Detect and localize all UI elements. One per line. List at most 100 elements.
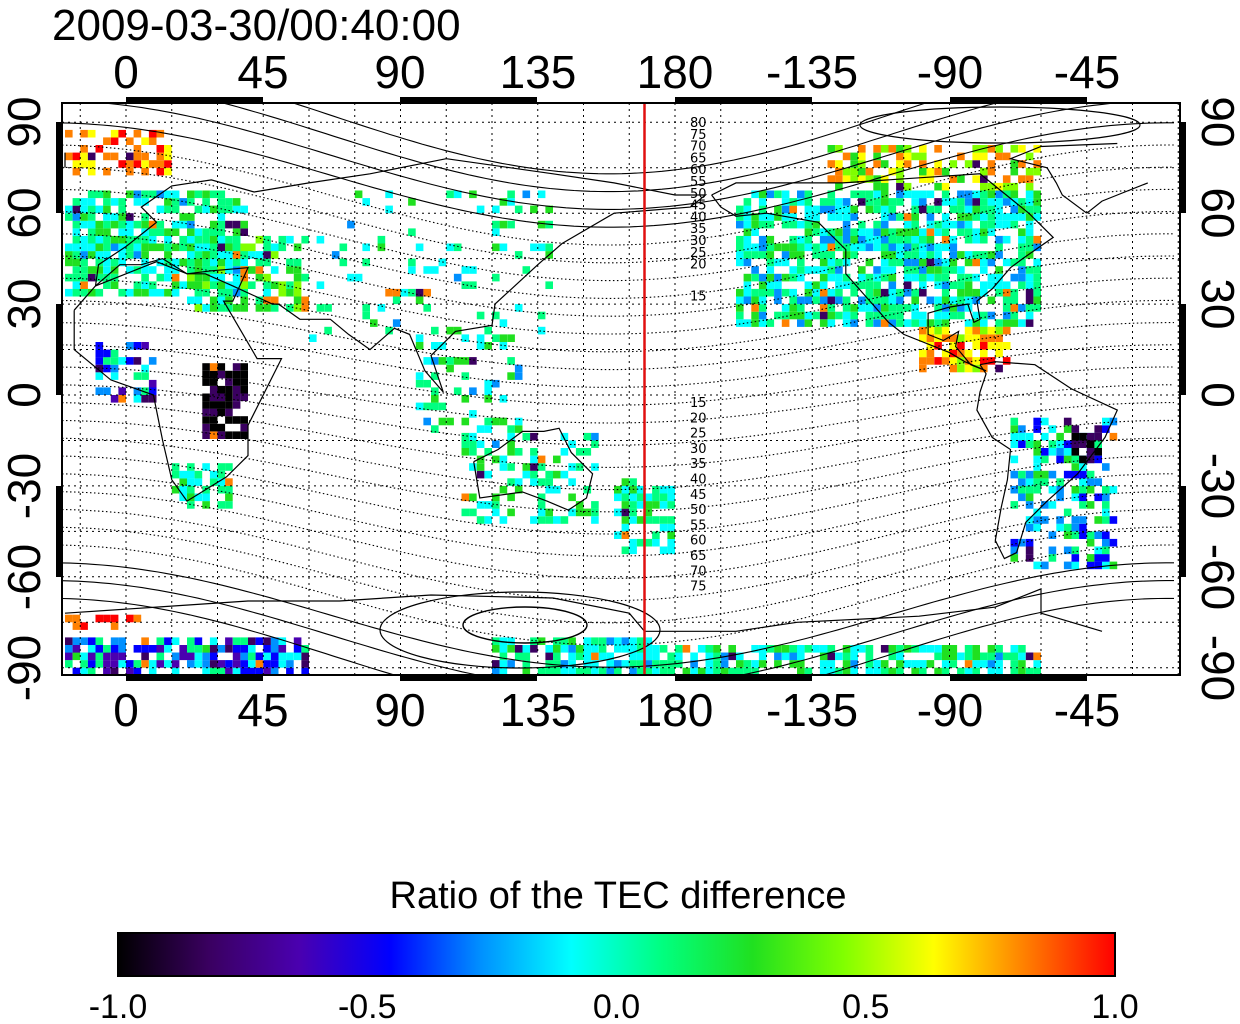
tec-ratio-cell <box>553 660 561 668</box>
tec-ratio-cell <box>103 387 111 395</box>
tec-ratio-cell <box>743 667 752 675</box>
tec-ratio-cell <box>1086 554 1095 562</box>
tec-ratio-cell <box>476 425 485 433</box>
tec-ratio-cell <box>690 667 698 675</box>
tec-ratio-cell <box>469 440 477 448</box>
tec-ratio-cell <box>896 258 904 267</box>
tec-ratio-cell <box>766 319 775 327</box>
tec-ratio-cell <box>797 667 805 675</box>
tec-ratio-cell <box>1033 213 1041 221</box>
tec-ratio-cell <box>995 152 1003 161</box>
tec-ratio-cell <box>1102 501 1110 509</box>
tec-ratio-cell <box>865 660 874 668</box>
tec-ratio-cell <box>1018 243 1026 252</box>
tec-ratio-cell <box>995 273 1003 282</box>
tec-ratio-cell <box>431 342 439 350</box>
tec-ratio-cell <box>209 190 218 199</box>
lat-tick-label-right: 60 <box>1192 187 1240 238</box>
tec-ratio-cell <box>591 667 599 675</box>
tec-ratio-cell <box>87 243 96 252</box>
tec-ratio-cell <box>164 251 172 259</box>
tec-ratio-cell <box>789 266 797 274</box>
tec-ratio-cell <box>972 326 980 335</box>
tec-ratio-cell <box>1010 288 1019 297</box>
tec-ratio-cell <box>934 645 942 653</box>
tec-ratio-cell <box>492 273 500 282</box>
tec-ratio-cell <box>957 266 965 274</box>
tec-ratio-cell <box>522 660 531 668</box>
tec-ratio-cell <box>240 652 248 661</box>
tec-ratio-cell <box>72 622 81 630</box>
tec-ratio-cell <box>804 198 813 206</box>
tec-ratio-cell <box>65 614 73 623</box>
tec-ratio-cell <box>1018 667 1026 675</box>
tec-ratio-cell <box>80 258 88 267</box>
tec-ratio-cell <box>156 228 165 236</box>
tec-ratio-cell <box>736 243 744 252</box>
tec-ratio-cell <box>1002 198 1011 206</box>
tec-ratio-cell <box>385 205 393 214</box>
tec-ratio-cell <box>156 258 165 267</box>
tec-ratio-cell <box>72 235 81 244</box>
tec-ratio-cell <box>133 251 142 259</box>
tec-ratio-cell <box>842 304 851 312</box>
tec-ratio-cell <box>644 516 653 524</box>
contour-line <box>62 299 1174 371</box>
tec-ratio-cell <box>293 258 302 267</box>
tec-ratio-cell <box>225 266 233 274</box>
tec-ratio-cell <box>65 258 73 267</box>
tec-ratio-cell <box>461 508 470 517</box>
tec-ratio-cell <box>1033 470 1041 479</box>
tec-ratio-cell <box>331 251 340 259</box>
tec-ratio-cell <box>842 319 851 327</box>
tec-ratio-cell <box>835 281 843 289</box>
tec-ratio-cell <box>126 614 134 623</box>
tec-ratio-cell <box>1010 538 1019 547</box>
tec-ratio-cell <box>156 652 165 661</box>
tec-ratio-cell <box>667 667 675 675</box>
tec-ratio-cell <box>827 175 836 183</box>
tec-ratio-cell <box>629 508 637 517</box>
tec-ratio-cell <box>949 652 958 661</box>
tec-ratio-cell <box>469 281 477 289</box>
tec-ratio-cell <box>575 652 584 661</box>
tec-ratio-cell <box>1025 152 1034 161</box>
tec-ratio-cell <box>141 220 149 229</box>
tec-ratio-cell <box>835 296 843 305</box>
tec-ratio-cell <box>980 235 988 244</box>
tec-ratio-cell <box>377 243 386 252</box>
tec-ratio-cell <box>629 637 637 645</box>
tec-ratio-cell <box>415 379 424 388</box>
tec-ratio-cell <box>362 258 370 267</box>
tec-ratio-cell <box>903 228 912 236</box>
tec-ratio-cell <box>812 213 820 221</box>
tec-ratio-cell <box>1025 501 1034 509</box>
tec-ratio-cell <box>758 251 767 259</box>
tec-ratio-cell <box>1010 258 1019 267</box>
tec-ratio-cell <box>758 190 767 199</box>
tec-ratio-cell <box>225 198 233 206</box>
tec-ratio-cell <box>804 296 813 305</box>
tec-ratio-cell <box>880 198 889 206</box>
tec-ratio-cell <box>835 288 843 297</box>
tec-ratio-cell <box>95 357 104 365</box>
tec-ratio-cell <box>148 387 157 395</box>
tec-ratio-cell <box>1010 485 1019 494</box>
tec-ratio-cell <box>858 198 866 206</box>
tec-ratio-cell <box>1086 485 1095 494</box>
frame-tick-bars <box>56 97 1186 681</box>
tec-ratio-cell <box>873 152 881 161</box>
tec-ratio-cell <box>103 228 111 236</box>
tec-ratio-cell <box>95 235 104 244</box>
tec-ratio-cell <box>880 667 889 675</box>
tec-ratio-cell <box>1025 220 1034 229</box>
tec-ratio-cell <box>781 319 790 327</box>
tec-ratio-cell <box>194 266 203 274</box>
tec-ratio-cell <box>736 235 744 244</box>
tec-ratio-cell <box>263 660 271 668</box>
tec-ratio-cell <box>1033 205 1041 214</box>
tec-ratio-cell <box>926 266 935 274</box>
tec-ratio-cell <box>911 228 919 236</box>
tec-ratio-cell <box>156 167 165 176</box>
colorbar-tick-label: 0.5 <box>842 988 889 1024</box>
